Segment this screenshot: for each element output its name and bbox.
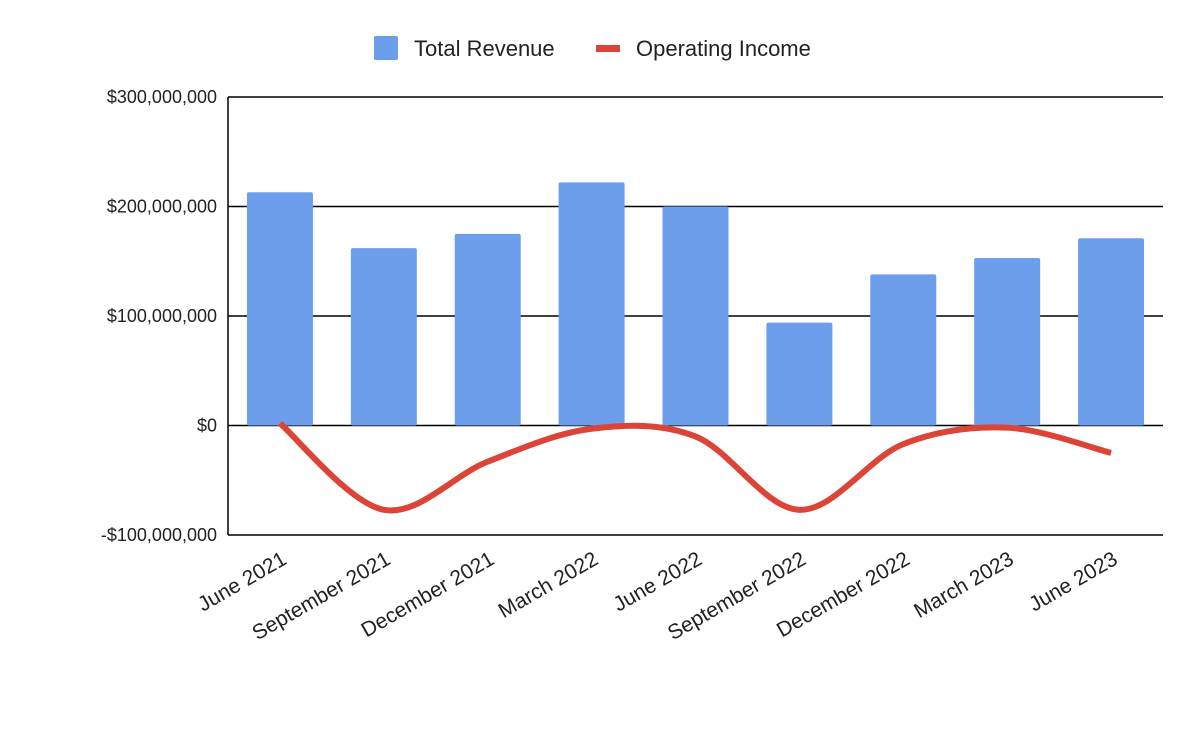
operating-income-line xyxy=(277,421,1112,514)
y-tick-label: $300,000,000 xyxy=(107,87,217,107)
y-tick-label: -$100,000,000 xyxy=(101,525,217,545)
y-axis-ticks: -$100,000,000 $0 $100,000,000 $200,000,000 $… xyxy=(101,87,217,545)
bar xyxy=(766,322,833,426)
bar-series xyxy=(246,182,1145,426)
legend-label-total-revenue: Total Revenue xyxy=(414,36,555,61)
bar xyxy=(1078,238,1145,426)
bar xyxy=(974,257,1041,426)
x-tick-label: June 2021 xyxy=(194,547,290,616)
y-tick-label: $200,000,000 xyxy=(107,197,217,217)
legend-label-operating-income: Operating Income xyxy=(636,36,811,61)
y-tick-label: $100,000,000 xyxy=(107,306,217,326)
y-tick-label: $0 xyxy=(197,416,217,436)
x-tick-label: June 2023 xyxy=(1025,547,1121,616)
bar xyxy=(662,206,729,426)
bar xyxy=(454,233,521,426)
legend-swatch-operating-income xyxy=(596,45,620,52)
bar xyxy=(870,274,937,426)
bar xyxy=(246,192,313,426)
bar xyxy=(558,182,625,426)
bar xyxy=(350,248,417,426)
line-series xyxy=(277,421,1112,514)
x-tick-label: June 2022 xyxy=(610,547,706,616)
legend: Total Revenue Operating Income xyxy=(374,36,811,61)
legend-swatch-total-revenue xyxy=(374,36,398,60)
x-tick-label: March 2023 xyxy=(910,547,1018,622)
x-tick-label: March 2022 xyxy=(495,547,603,622)
